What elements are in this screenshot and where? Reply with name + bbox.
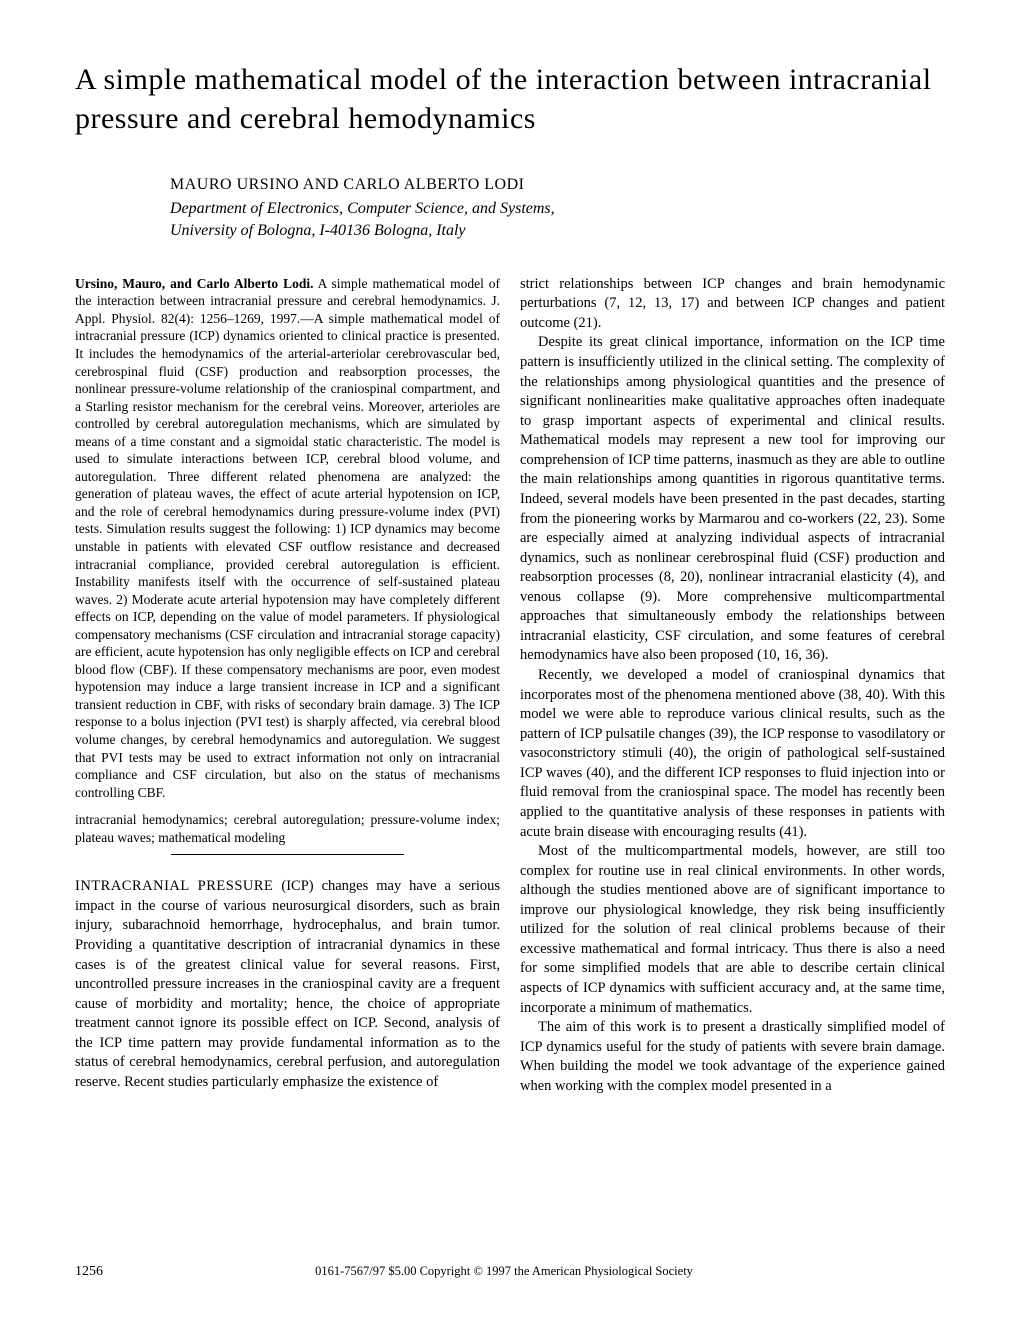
authors-block: MAURO URSINO AND CARLO ALBERTO LODI Depa… xyxy=(170,176,945,243)
affiliation-line1: Department of Electronics, Computer Scie… xyxy=(170,198,945,220)
intro-paragraph: INTRACRANIAL PRESSURE (ICP) changes may … xyxy=(75,877,500,1092)
col2-para4: Most of the multicompartmental models, h… xyxy=(520,842,945,1018)
page-number: 1256 xyxy=(75,1264,103,1280)
two-column-content: Ursino, Mauro, and Carlo Alberto Lodi. A… xyxy=(75,275,945,1097)
article-title: A simple mathematical model of the inter… xyxy=(75,60,945,138)
abstract-lead-authors: Ursino, Mauro, and Carlo Alberto Lodi. xyxy=(75,276,313,291)
abstract-body: A simple mathematical model of the inter… xyxy=(75,276,500,800)
copyright-text: 0161-7567/97 $5.00 Copyright © 1997 the … xyxy=(103,1264,905,1279)
page-footer: 1256 0161-7567/97 $5.00 Copyright © 1997… xyxy=(75,1264,945,1280)
left-column: Ursino, Mauro, and Carlo Alberto Lodi. A… xyxy=(75,275,500,1097)
col2-para2: Despite its great clinical importance, i… xyxy=(520,333,945,666)
section-divider xyxy=(171,854,405,855)
right-column: strict relationships between ICP changes… xyxy=(520,275,945,1097)
abstract-paragraph: Ursino, Mauro, and Carlo Alberto Lodi. A… xyxy=(75,275,500,801)
col2-para5: The aim of this work is to present a dra… xyxy=(520,1018,945,1096)
affiliation-line2: University of Bologna, I-40136 Bologna, … xyxy=(170,220,945,242)
intro-small-caps: INTRACRANIAL PRESSURE xyxy=(75,878,273,894)
col2-para3: Recently, we developed a model of cranio… xyxy=(520,666,945,842)
authors: MAURO URSINO AND CARLO ALBERTO LODI xyxy=(170,176,945,194)
intro-body: (ICP) changes may have a serious impact … xyxy=(75,878,500,1090)
keywords: intracranial hemodynamics; cerebral auto… xyxy=(75,811,500,846)
col2-para1: strict relationships between ICP changes… xyxy=(520,275,945,334)
